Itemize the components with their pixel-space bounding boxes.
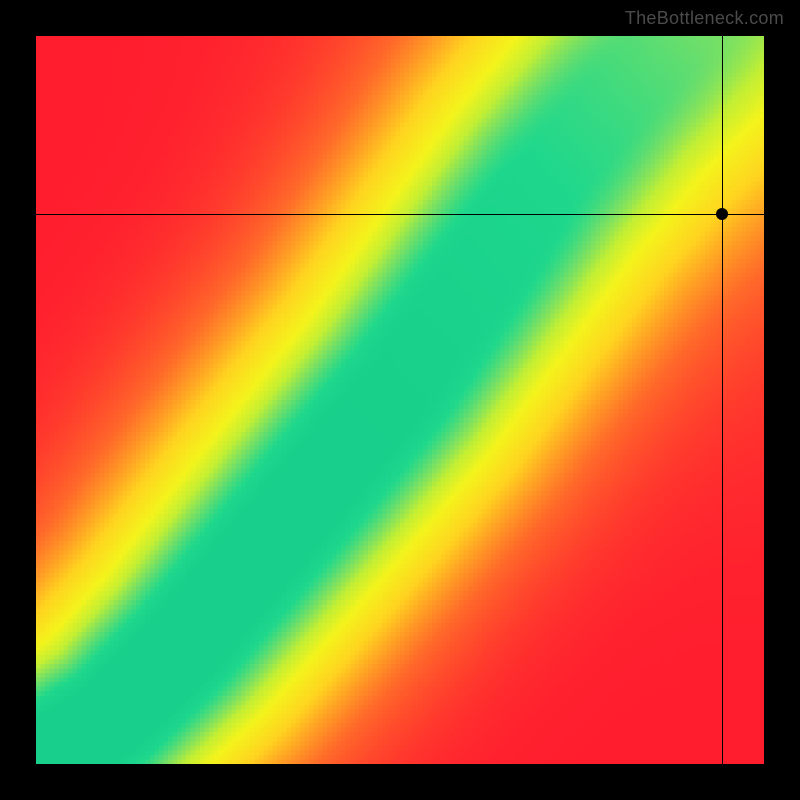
- heatmap-canvas: [36, 36, 764, 764]
- crosshair-horizontal: [36, 214, 764, 215]
- heatmap-plot: [36, 36, 764, 764]
- crosshair-marker: [716, 208, 728, 220]
- watermark: TheBottleneck.com: [625, 8, 784, 29]
- crosshair-vertical: [722, 36, 723, 764]
